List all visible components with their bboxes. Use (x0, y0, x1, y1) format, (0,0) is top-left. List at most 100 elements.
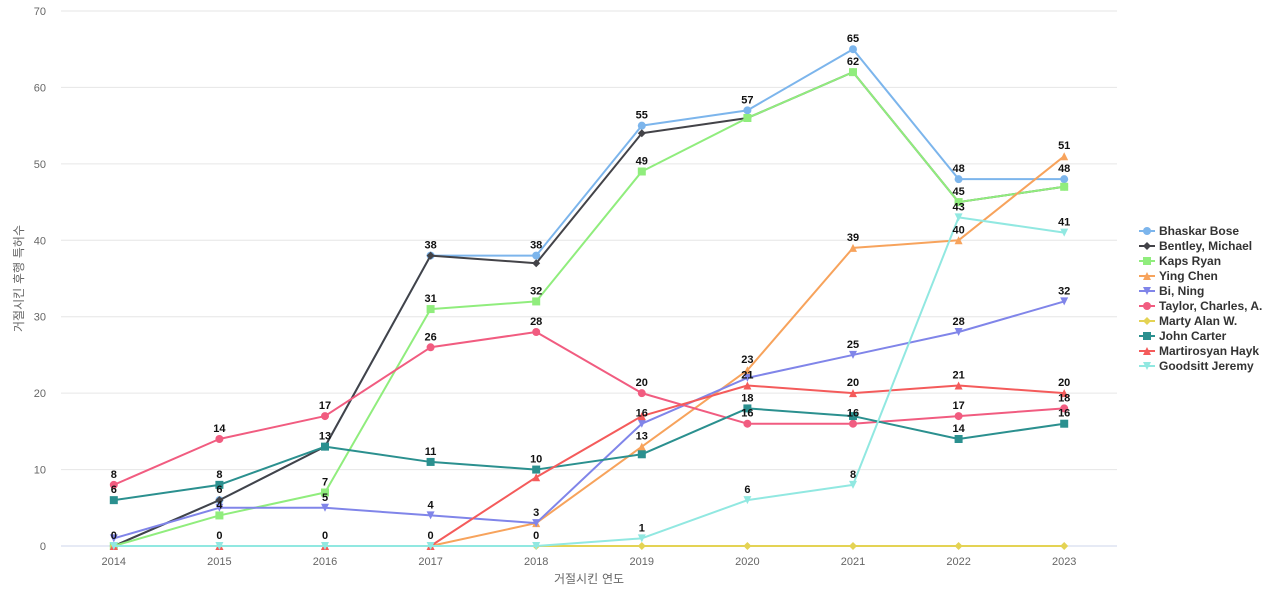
series-4 (109, 297, 1069, 543)
legend-label: Goodsitt Jeremy (1159, 359, 1254, 373)
legend-item[interactable]: Taylor, Charles, A. (1139, 299, 1262, 313)
data-point (849, 68, 857, 77)
legend-item[interactable]: Goodsitt Jeremy (1139, 359, 1254, 373)
legend-item[interactable]: Ying Chen (1139, 269, 1218, 283)
data-point (954, 412, 963, 421)
legend-item[interactable]: Bi, Ning (1139, 284, 1204, 298)
data-label: 32 (1058, 285, 1070, 297)
data-point (532, 519, 541, 528)
data-point (954, 542, 963, 550)
data-point (743, 542, 752, 550)
data-label: 5 (322, 492, 328, 504)
data-point (321, 488, 329, 497)
data-label: 25 (847, 339, 859, 351)
data-label: 4 (216, 499, 223, 511)
data-point (954, 175, 963, 184)
data-point (1060, 182, 1069, 191)
data-label: 16 (1058, 408, 1070, 420)
data-label: 4 (428, 499, 435, 511)
y-tick-label: 30 (34, 312, 46, 324)
legend-marker (1143, 272, 1151, 280)
data-label: 17 (952, 400, 964, 412)
data-label: 16 (636, 408, 648, 420)
data-point (426, 251, 435, 260)
series-5 (109, 328, 1069, 489)
data-point (1060, 389, 1069, 398)
data-label: 43 (952, 201, 964, 213)
legend-marker (1143, 242, 1151, 250)
y-tick-label: 0 (40, 541, 46, 553)
y-axis-title: 거절시킨 후행 특허수 (11, 225, 26, 332)
data-label: 65 (847, 33, 859, 45)
legend-marker (1143, 332, 1151, 340)
data-point (532, 297, 541, 306)
data-point (743, 419, 752, 428)
legend-item[interactable]: Marty Alan W. (1139, 314, 1237, 328)
data-label: 6 (111, 484, 117, 496)
data-point (1060, 404, 1069, 413)
data-label: 20 (1058, 377, 1070, 389)
data-point (109, 496, 118, 505)
data-point (743, 404, 752, 413)
legend-label: John Carter (1159, 329, 1227, 343)
data-point (321, 412, 329, 421)
legend-item[interactable]: John Carter (1139, 329, 1227, 343)
data-label: 13 (319, 431, 331, 443)
data-point (849, 45, 857, 54)
data-label: 8 (111, 469, 117, 481)
data-point (1060, 152, 1069, 161)
legend-item[interactable]: Kaps Ryan (1139, 254, 1221, 268)
data-point (215, 435, 224, 443)
legend-label: Bentley, Michael (1159, 239, 1252, 253)
legend-label: Bhaskar Bose (1159, 224, 1239, 238)
y-axis-ticks: 0 10 20 30 40 50 60 70 (34, 6, 46, 553)
data-point (849, 542, 857, 550)
data-point (1060, 297, 1069, 306)
legend-item[interactable]: Bentley, Michael (1139, 239, 1252, 253)
x-tick-label: 2021 (841, 556, 865, 568)
data-label: 0 (428, 530, 434, 542)
data-label: 20 (847, 377, 859, 389)
data-label: 0 (216, 530, 222, 542)
legend-item[interactable]: Bhaskar Bose (1139, 224, 1239, 238)
data-label: 32 (530, 285, 542, 297)
data-label: 7 (322, 477, 328, 489)
data-label: 0 (322, 530, 328, 542)
x-tick-label: 2017 (418, 556, 442, 568)
data-point (849, 412, 857, 421)
legend-item[interactable]: Martirosyan Hayk (1139, 344, 1259, 358)
data-point (849, 243, 857, 252)
data-label: 57 (741, 94, 753, 106)
grid (61, 10, 1117, 547)
y-tick-label: 50 (34, 159, 46, 171)
data-point (426, 305, 435, 314)
data-label: 48 (1058, 163, 1070, 175)
data-label: 21 (741, 370, 753, 382)
y-tick-label: 40 (34, 235, 46, 247)
data-point (109, 534, 118, 543)
y-tick-label: 60 (34, 82, 46, 94)
data-label: 3 (533, 507, 539, 519)
x-tick-label: 2016 (313, 556, 337, 568)
series (109, 45, 1069, 550)
data-label: 6 (216, 484, 222, 496)
series-line (113, 407, 1065, 502)
data-point (532, 542, 541, 550)
data-label: 13 (636, 431, 648, 443)
legend-marker (1143, 227, 1151, 235)
data-point (954, 381, 963, 390)
x-axis-title: 거절시킨 연도 (554, 572, 624, 586)
x-tick-label: 2015 (207, 556, 231, 568)
data-point (637, 121, 646, 130)
data-point (532, 328, 541, 336)
data-point (849, 389, 857, 398)
data-label: 40 (952, 224, 964, 236)
series-line (113, 331, 1065, 486)
data-point (743, 381, 752, 390)
data-point (1060, 542, 1069, 550)
legend-marker (1143, 317, 1151, 325)
data-label: 26 (424, 331, 436, 343)
data-point (532, 259, 541, 268)
